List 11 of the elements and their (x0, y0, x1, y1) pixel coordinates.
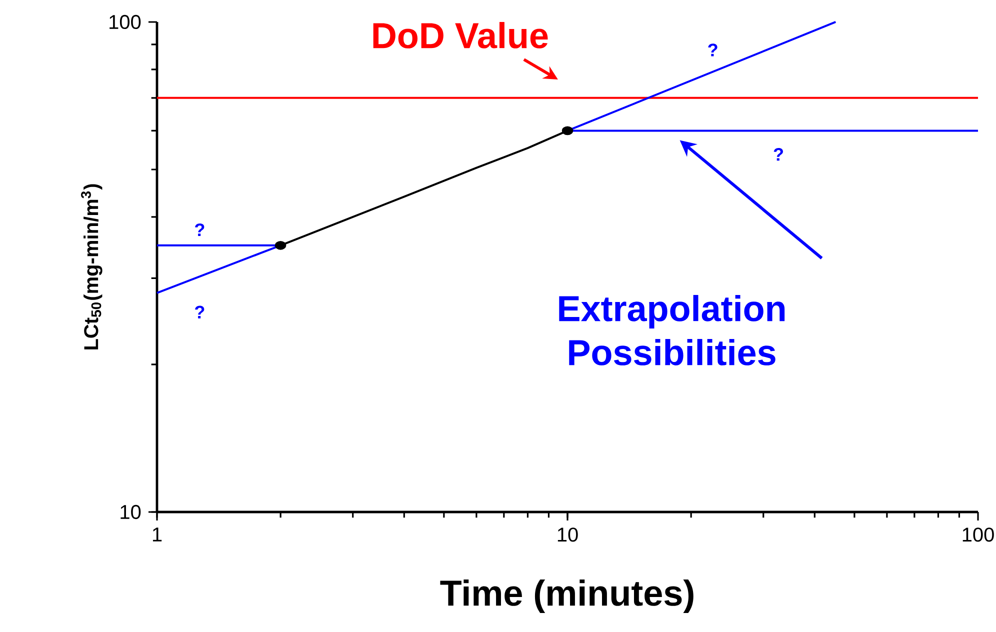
x-axis-title: Time (minutes) (440, 579, 694, 614)
x-tick-label: 10 (558, 528, 578, 542)
annotation: ? (774, 148, 783, 161)
annotation: ? (708, 44, 718, 56)
annotation: ? (195, 223, 204, 236)
annotation: DoD Value (373, 22, 548, 48)
y-axis-title: LCt$_{50}$(mg-min/m$^{3}$) (81, 184, 102, 350)
annotation: Extrapolation Possibilities (559, 294, 785, 366)
x-tick-label: 1 (152, 528, 162, 542)
x-tick-label: 100 (962, 528, 994, 542)
annotation: ? (195, 306, 204, 318)
